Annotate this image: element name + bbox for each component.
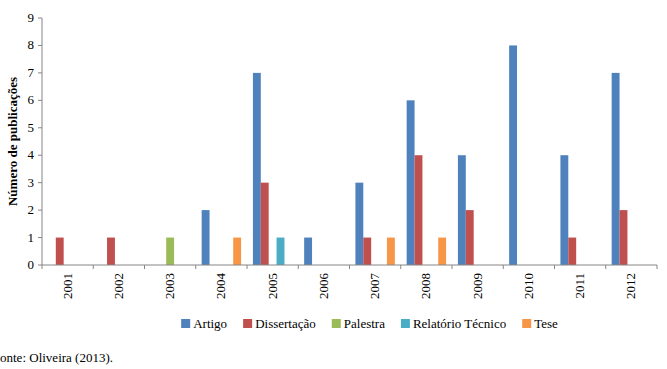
x-tick xyxy=(503,265,504,269)
legend-item: Relatório Técnico xyxy=(401,316,506,331)
x-tick-label: 2003 xyxy=(162,273,177,299)
x-tick-label: 2012 xyxy=(623,273,638,299)
x-tick-label: 2011 xyxy=(572,273,587,299)
y-tick xyxy=(38,72,42,73)
y-tick xyxy=(38,182,42,183)
bar xyxy=(458,155,466,265)
legend-swatch xyxy=(181,319,190,328)
x-tick-label: 2008 xyxy=(418,273,433,299)
bar xyxy=(261,183,269,265)
bar xyxy=(56,238,64,265)
y-tick-label: 4 xyxy=(28,147,35,162)
bar xyxy=(166,238,174,265)
source: onte: Oliveira (2013). xyxy=(0,350,113,365)
legend: Artigo Dissertação Palestra Relatório Técni… xyxy=(181,316,558,331)
bar xyxy=(253,73,261,265)
y-tick-label: 8 xyxy=(28,37,35,52)
chart: 0 1 2 3 4 5 6 7 8 9 2001 2002 2003 2004 2005 2006 2007 20… xyxy=(0,0,667,369)
bar xyxy=(612,73,620,265)
legend-item: Tese xyxy=(522,316,558,331)
y-tick-label: 2 xyxy=(28,202,35,217)
bar xyxy=(407,100,415,265)
bar xyxy=(233,238,241,265)
y-tick xyxy=(38,45,42,46)
x-tick-label: 2006 xyxy=(316,273,331,300)
y-tick xyxy=(38,127,42,128)
bar xyxy=(466,210,474,265)
y-tick-label: 5 xyxy=(28,120,35,135)
bar xyxy=(202,210,210,265)
x-tick xyxy=(42,265,43,269)
x-tick xyxy=(605,265,606,269)
x-tick xyxy=(452,265,453,269)
y-tick-label: 9 xyxy=(28,10,35,25)
y-tick xyxy=(38,155,42,156)
legend-swatch xyxy=(401,319,410,328)
legend-swatch xyxy=(243,319,252,328)
y-tick-label: 3 xyxy=(28,175,35,190)
bar xyxy=(304,238,312,265)
y-tick-label: 0 xyxy=(28,257,35,272)
x-tick xyxy=(195,265,196,269)
legend-swatch xyxy=(332,319,341,328)
y-tick xyxy=(38,265,42,266)
y-tick xyxy=(38,18,42,19)
y-tick-label: 6 xyxy=(28,92,35,107)
x-tick-label: 2007 xyxy=(367,273,382,300)
x-tick xyxy=(554,265,555,269)
legend-item: Artigo xyxy=(181,316,227,331)
y-tick-label: 1 xyxy=(28,230,35,245)
legend-swatch xyxy=(522,319,531,328)
x-tick-label: 2010 xyxy=(521,273,536,299)
bar xyxy=(355,183,363,265)
bar xyxy=(363,238,371,265)
legend-label: Artigo xyxy=(193,316,227,331)
y-axis xyxy=(42,18,43,265)
x-tick xyxy=(247,265,248,269)
bar xyxy=(107,238,115,265)
x-tick xyxy=(93,265,94,269)
y-tick-label: 7 xyxy=(28,65,35,80)
bar xyxy=(509,45,517,265)
bar xyxy=(560,155,568,265)
x-tick xyxy=(144,265,145,269)
x-tick xyxy=(298,265,299,269)
x-tick xyxy=(400,265,401,269)
x-tick-label: 2001 xyxy=(60,273,75,299)
bar xyxy=(620,210,628,265)
bar xyxy=(568,238,576,265)
legend-item: Dissertação xyxy=(243,316,316,331)
x-tick-label: 2005 xyxy=(265,273,280,299)
bar xyxy=(277,238,285,265)
legend-item: Palestra xyxy=(332,316,385,331)
legend-label: Palestra xyxy=(344,316,385,331)
x-tick xyxy=(657,265,658,269)
y-tick xyxy=(38,100,42,101)
legend-label: Relatório Técnico xyxy=(413,316,506,331)
bar xyxy=(415,155,423,265)
x-tick-label: 2004 xyxy=(213,273,228,300)
bar xyxy=(387,238,395,265)
legend-label: Tese xyxy=(534,316,558,331)
y-axis-label: Número de publicações xyxy=(5,77,20,206)
bars xyxy=(56,45,628,265)
y-tick xyxy=(38,210,42,211)
y-tick xyxy=(38,237,42,238)
x-tick xyxy=(349,265,350,269)
legend-label: Dissertação xyxy=(255,316,316,331)
x-tick-label: 2009 xyxy=(470,273,485,299)
bar xyxy=(438,238,446,265)
x-tick-label: 2002 xyxy=(111,273,126,299)
